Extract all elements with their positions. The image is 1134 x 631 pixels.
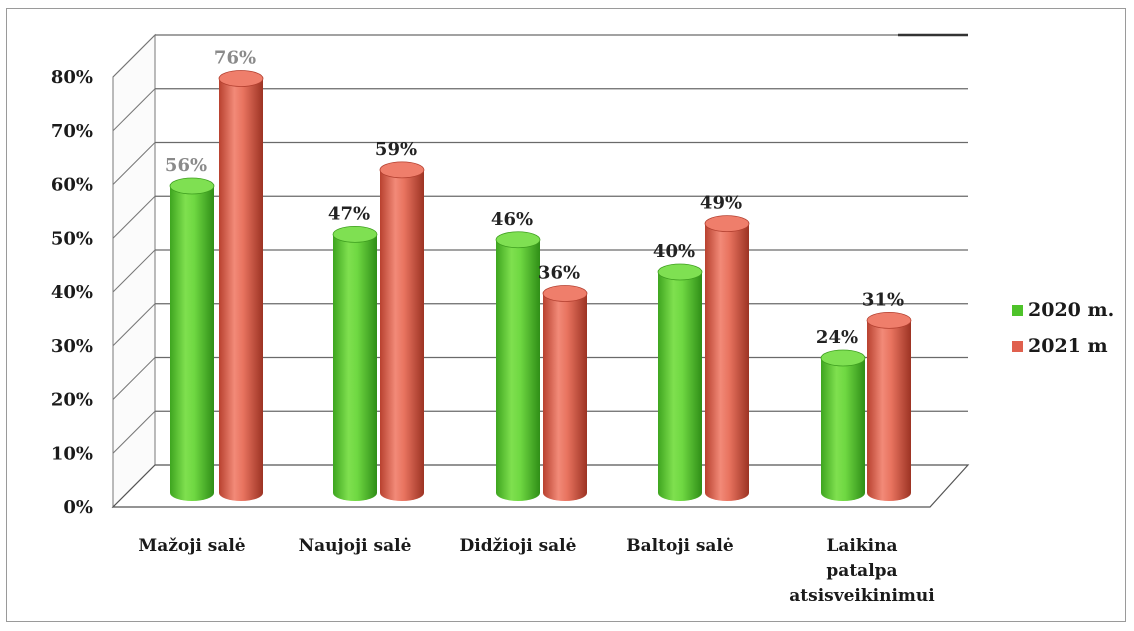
category-label: Naujoji salė [299, 536, 412, 556]
bar-top [704, 215, 750, 233]
gridline-side [112, 195, 156, 239]
y-tick-label: 60% [51, 175, 93, 196]
data-label: 36% [538, 263, 580, 284]
bar [866, 311, 912, 501]
gridline-side [112, 410, 156, 454]
data-label: 76% [214, 48, 256, 69]
bar-top [542, 285, 588, 302]
gridline-side [112, 142, 156, 185]
bar-top [332, 225, 378, 243]
category-label: atsisveikinimui [789, 586, 935, 606]
bar-top [169, 177, 215, 195]
bar [542, 285, 588, 501]
category-label: Didžioji salė [460, 536, 577, 556]
category-label: Mažoji salė [138, 536, 245, 556]
bar-body [658, 272, 702, 501]
bar [379, 161, 425, 501]
legend-item-2020: 2020 m. [1012, 292, 1114, 328]
legend-swatch-2021 [1012, 340, 1023, 352]
legend-swatch-2020 [1012, 304, 1023, 316]
bar-top [866, 311, 912, 329]
y-tick-label: 50% [51, 228, 93, 249]
legend-label-2021: 2021 m [1028, 335, 1108, 357]
data-label: 24% [816, 327, 858, 348]
bar-body [821, 358, 865, 501]
data-label: 31% [862, 289, 904, 310]
bar-body [170, 186, 214, 501]
y-tick-label: 10% [51, 443, 93, 464]
category-label: Baltoji salė [626, 536, 734, 556]
y-tick-label: 30% [51, 336, 93, 357]
bar-top [218, 70, 264, 87]
y-tick-label: 80% [51, 67, 93, 88]
y-tick-label: 40% [51, 282, 93, 303]
bar [169, 177, 215, 501]
bar [218, 70, 264, 501]
gridline-side [112, 249, 156, 293]
bar [332, 225, 378, 501]
gridline-side [112, 88, 156, 132]
y-tick-label: 70% [51, 121, 93, 142]
data-label: 40% [653, 241, 695, 262]
legend-label-2020: 2020 m. [1028, 299, 1115, 321]
bar-body [496, 239, 540, 501]
data-label: 47% [328, 203, 370, 224]
data-label: 59% [375, 139, 417, 160]
gridline-side [112, 34, 156, 78]
bar [820, 349, 866, 501]
bar-top [820, 349, 866, 367]
floor [111, 464, 970, 508]
data-label: 46% [491, 209, 533, 230]
bar-top [657, 263, 703, 281]
bar [657, 263, 703, 501]
bar [704, 215, 750, 501]
bar-body [705, 223, 749, 501]
y-tick-label: 0% [63, 497, 93, 518]
category-label: patalpa [826, 561, 897, 581]
y-tick-label: 20% [51, 390, 93, 411]
legend-item-2021: 2021 m [1012, 328, 1114, 364]
gridline-side [112, 357, 156, 400]
bar [495, 231, 541, 501]
category-label: Laikina [826, 536, 897, 556]
bar-body [219, 78, 263, 501]
data-label: 49% [700, 193, 742, 214]
gridline-side [112, 303, 156, 347]
bar-body [333, 234, 377, 501]
data-label: 56% [165, 155, 207, 176]
bar-body [380, 169, 424, 501]
bar-top [495, 231, 541, 249]
bar-body [867, 320, 911, 501]
bar-body [543, 293, 587, 501]
chart-legend: 2020 m. 2021 m [1012, 292, 1114, 364]
bar-top [379, 161, 425, 179]
